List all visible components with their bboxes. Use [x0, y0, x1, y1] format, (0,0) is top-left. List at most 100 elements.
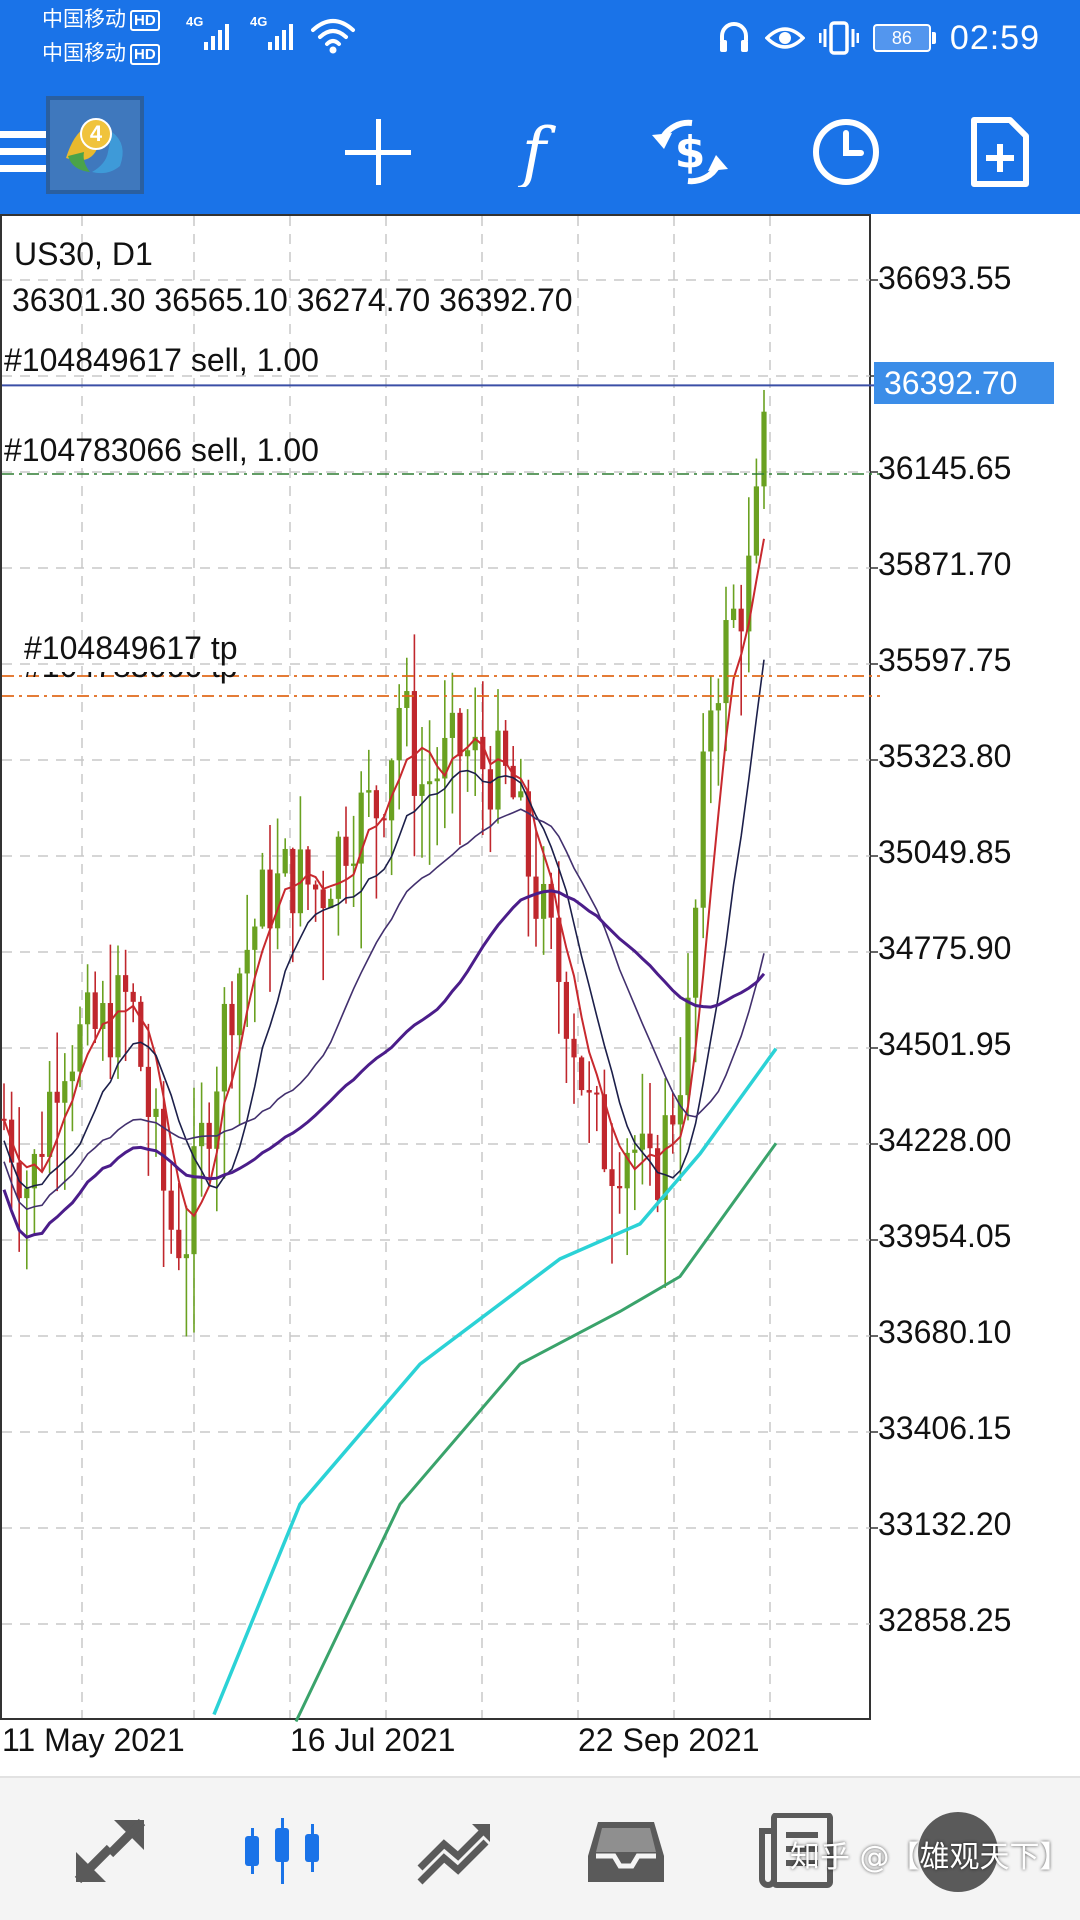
battery-level: 86 [872, 24, 931, 52]
take-profit-label[interactable]: #104783066 tp [24, 672, 238, 685]
candle-body [518, 791, 524, 798]
candle-body [723, 620, 729, 704]
price-axis-label: 36693.55 [878, 260, 1012, 296]
candle-body [313, 884, 319, 890]
candle-body [624, 1152, 630, 1189]
history-icon[interactable] [576, 1808, 676, 1894]
price-chart[interactable]: US30, D1 36301.30 36565.10 36274.70 3639… [0, 214, 1080, 1776]
candle-body [693, 907, 699, 998]
candle-body [275, 873, 281, 929]
quotes-icon[interactable] [60, 1808, 160, 1894]
candle-body [556, 917, 562, 982]
price-axis-label: 33406.15 [878, 1410, 1012, 1446]
candle-body [457, 712, 463, 757]
candle-body [685, 997, 691, 1096]
chart-canvas[interactable] [0, 214, 1080, 1776]
trade-icon[interactable]: $ [640, 102, 740, 202]
candle-body [115, 975, 121, 1058]
candle-body [662, 1115, 668, 1200]
price-axis-label: 36145.65 [878, 450, 1012, 486]
candle-body [586, 1090, 592, 1093]
avatar[interactable] [918, 1812, 998, 1892]
candle-body [39, 1153, 45, 1157]
trade-icon[interactable] [404, 1808, 504, 1894]
candle-body [267, 869, 273, 929]
candle-body [290, 848, 296, 914]
order-label[interactable]: #104783066 sell, 1.00 [4, 432, 319, 468]
moving-average-line [212, 1047, 778, 1716]
news-icon[interactable] [748, 1808, 848, 1894]
price-axis-label: 35871.70 [878, 546, 1012, 582]
candle-body [655, 1148, 661, 1200]
hd-badge: HD [130, 9, 160, 31]
metatrader-logo: 4 [46, 96, 144, 194]
candle-body [617, 1186, 623, 1189]
candle-body [746, 555, 752, 632]
candle-body [282, 848, 288, 874]
candle-body [130, 991, 136, 1002]
order-label[interactable]: #104849617 sell, 1.00 [4, 342, 319, 378]
wifi-icon [311, 19, 355, 54]
date-axis-label: 16 Jul 2021 [290, 1722, 456, 1758]
candle-body [465, 750, 471, 757]
candle-body [396, 707, 402, 761]
candle-body [571, 1038, 577, 1058]
candle-body [389, 760, 395, 821]
symbol-label: US30, D1 [14, 236, 153, 272]
candle-body [320, 889, 326, 909]
candle-body [176, 1229, 182, 1259]
candle-body [328, 898, 334, 909]
svg-text:4: 4 [90, 121, 103, 146]
indicators-icon[interactable]: f [484, 102, 584, 202]
price-axis-label: 33680.10 [878, 1314, 1012, 1350]
candle-body [47, 1091, 53, 1157]
date-axis-label: 22 Sep 2021 [578, 1722, 760, 1758]
candle-body [632, 1149, 638, 1153]
candle-body [92, 992, 98, 1029]
candle-body [138, 1001, 144, 1067]
candle-body [168, 1190, 174, 1230]
candle-body [259, 869, 265, 927]
candle-body [601, 1094, 607, 1170]
price-axis-label: 34228.00 [878, 1122, 1012, 1158]
candle-body [366, 790, 372, 793]
candle-body [419, 784, 425, 796]
candle-body [548, 883, 554, 918]
candle-body [24, 1188, 30, 1199]
chart-icon[interactable] [232, 1808, 332, 1894]
candle-body [229, 1003, 235, 1036]
candle-body [670, 1115, 676, 1125]
candle-body [487, 769, 493, 810]
candle-body [358, 792, 364, 864]
candle-body [411, 691, 417, 796]
candle-body [510, 765, 516, 798]
current-price-tag: 36392.70 [874, 362, 1054, 404]
candle-body [191, 1146, 197, 1255]
take-profit-label[interactable]: #104849617 tp [24, 630, 238, 666]
eye-comfort-icon [764, 27, 805, 49]
new-order-icon[interactable] [950, 102, 1050, 202]
candle-body [700, 751, 706, 908]
timeframe-icon[interactable] [796, 102, 896, 202]
status-right: 86 02:59 [717, 14, 1040, 62]
menu-icon[interactable] [0, 102, 64, 202]
candle-body [161, 1108, 167, 1191]
watermark: 知乎 @【雄观天下】 [790, 1840, 1070, 1875]
candle-body [107, 1003, 113, 1058]
candle-body [31, 1153, 37, 1189]
carrier-name: 中国移动 [42, 8, 126, 31]
price-axis-label: 35049.85 [878, 834, 1012, 870]
crosshair-icon[interactable] [328, 102, 428, 202]
moving-average-line [3, 808, 765, 1211]
candle-body [427, 781, 433, 785]
clock: 02:59 [949, 18, 1040, 57]
candle-body [715, 703, 721, 711]
candle-body [305, 849, 311, 885]
candle-body [123, 975, 129, 992]
headset-icon [719, 22, 748, 52]
candle-body [472, 736, 478, 751]
candle-body [221, 1003, 227, 1092]
candle-body [77, 1024, 83, 1072]
svg-text:f: f [517, 117, 557, 187]
price-axis-label: 35597.75 [878, 642, 1012, 678]
